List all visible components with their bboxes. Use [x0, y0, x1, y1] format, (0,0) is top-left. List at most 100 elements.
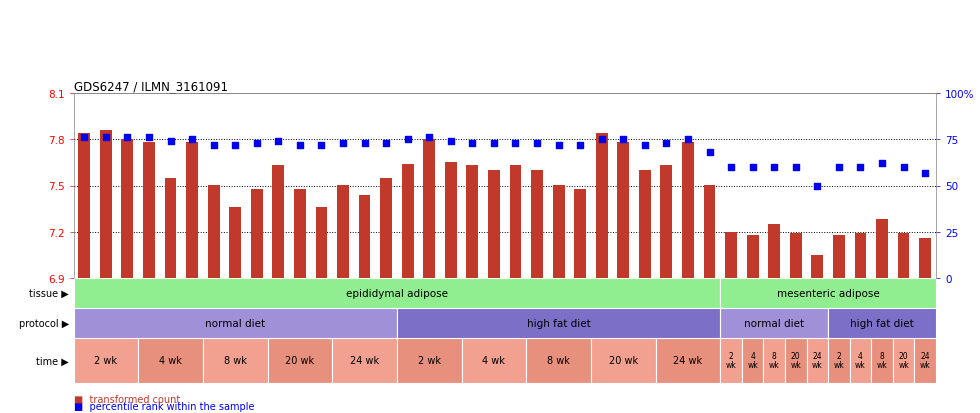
Point	[680, 137, 696, 143]
Bar	[138, 338, 203, 383]
Bar	[898, 234, 909, 278]
Bar	[78, 134, 90, 278]
Text: ■  transformed count: ■ transformed count	[74, 394, 179, 404]
Bar	[763, 338, 785, 383]
Bar	[914, 338, 936, 383]
Bar	[553, 186, 564, 278]
Bar	[661, 166, 672, 278]
Point	[874, 161, 890, 167]
Point	[335, 140, 351, 147]
Point	[788, 164, 804, 171]
Point	[702, 150, 717, 156]
Bar	[337, 186, 349, 278]
Text: tissue ▶: tissue ▶	[29, 288, 70, 298]
Bar	[74, 338, 138, 383]
Bar	[268, 338, 332, 383]
Bar	[488, 171, 500, 278]
Bar	[510, 166, 521, 278]
Bar	[359, 195, 370, 278]
Point	[745, 164, 760, 171]
Text: mesenteric adipose: mesenteric adipose	[777, 288, 879, 298]
Bar	[828, 308, 936, 338]
Point	[163, 138, 178, 145]
Bar	[876, 220, 888, 278]
Text: 4 wk: 4 wk	[159, 356, 182, 366]
Bar	[531, 171, 543, 278]
Bar	[186, 143, 198, 278]
Point	[896, 164, 911, 171]
Point	[184, 137, 200, 143]
Point	[572, 142, 588, 149]
Text: ■  percentile rank within the sample: ■ percentile rank within the sample	[74, 401, 254, 411]
Bar	[294, 189, 306, 278]
Point	[141, 135, 157, 141]
Bar	[74, 308, 397, 338]
Bar	[74, 278, 720, 308]
Text: 20 wk: 20 wk	[285, 356, 315, 366]
Text: protocol ▶: protocol ▶	[19, 318, 70, 328]
Bar	[828, 338, 850, 383]
Text: 8
wk: 8 wk	[877, 351, 887, 370]
Point	[766, 164, 782, 171]
Bar	[742, 338, 763, 383]
Bar	[143, 143, 155, 278]
Text: time ▶: time ▶	[36, 356, 70, 366]
Bar	[682, 143, 694, 278]
Point	[486, 140, 502, 147]
Point	[723, 164, 739, 171]
Bar	[165, 178, 176, 278]
Bar	[332, 338, 397, 383]
Text: normal diet: normal diet	[205, 318, 266, 328]
Bar	[574, 189, 586, 278]
Point	[853, 164, 868, 171]
Point	[831, 164, 847, 171]
Bar	[402, 164, 414, 278]
Bar	[850, 338, 871, 383]
Bar	[100, 131, 112, 278]
Bar	[591, 338, 656, 383]
Bar	[423, 140, 435, 278]
Point	[227, 142, 243, 149]
Bar	[272, 166, 284, 278]
Text: 2 wk: 2 wk	[94, 356, 118, 366]
Point	[529, 140, 545, 147]
Point	[594, 137, 610, 143]
Text: 24 wk: 24 wk	[673, 356, 703, 366]
Text: GDS6247 / ILMN_3161091: GDS6247 / ILMN_3161091	[74, 80, 227, 93]
Bar	[526, 338, 591, 383]
Text: high fat diet: high fat diet	[850, 318, 914, 328]
Point	[809, 183, 825, 189]
Bar	[704, 186, 715, 278]
Point	[615, 137, 631, 143]
Bar	[462, 338, 526, 383]
Bar	[811, 255, 823, 278]
Point	[206, 142, 221, 149]
Text: 4 wk: 4 wk	[482, 356, 506, 366]
Point	[917, 170, 933, 176]
Bar	[466, 166, 478, 278]
Point	[378, 140, 394, 147]
Text: 24
wk: 24 wk	[812, 351, 822, 370]
Point	[421, 135, 437, 141]
Text: high fat diet: high fat diet	[526, 318, 591, 328]
Text: 8 wk: 8 wk	[547, 356, 570, 366]
Bar	[639, 171, 651, 278]
Bar	[725, 232, 737, 278]
Bar	[596, 134, 608, 278]
Bar	[208, 186, 220, 278]
Point	[249, 140, 265, 147]
Point	[637, 142, 653, 149]
Bar	[855, 234, 866, 278]
Bar	[919, 238, 931, 278]
Text: 8
wk: 8 wk	[769, 351, 779, 370]
Bar	[720, 278, 936, 308]
Text: 4
wk: 4 wk	[748, 351, 758, 370]
Bar	[380, 178, 392, 278]
Point	[314, 142, 329, 149]
Bar	[790, 234, 802, 278]
Point	[120, 135, 135, 141]
Bar	[617, 143, 629, 278]
Bar	[871, 338, 893, 383]
Text: 4
wk: 4 wk	[856, 351, 865, 370]
Point	[76, 135, 92, 141]
